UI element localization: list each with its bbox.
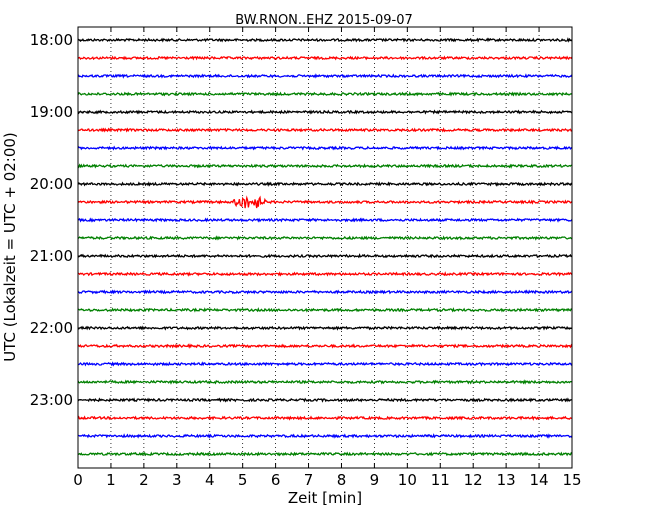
x-tick-label: 9 [370, 471, 380, 489]
seismic-trace [77, 195, 573, 209]
x-tick-label: 6 [271, 471, 281, 489]
y-axis-ticks: 18:00 19:00 20:00 21:00 22:00 23:00 [30, 31, 572, 409]
seismic-trace [77, 397, 572, 403]
y-axis-label: UTC (Lokalzeit = UTC + 02:00) [1, 132, 19, 362]
seismic-trace [78, 433, 573, 439]
x-axis-label: Zeit [min] [288, 489, 362, 507]
y-tick-label: 22:00 [30, 319, 73, 337]
seismic-trace [77, 289, 573, 295]
x-tick-label: 3 [172, 471, 182, 489]
x-tick-label: 14 [530, 471, 549, 489]
x-tick-label: 4 [205, 471, 215, 489]
seismic-trace [77, 91, 573, 97]
seismic-trace [77, 109, 573, 115]
x-tick-label: 1 [106, 471, 116, 489]
grid [110, 27, 540, 468]
y-tick-label: 23:00 [30, 391, 73, 409]
y-tick-label: 18:00 [30, 31, 73, 49]
seismic-trace [77, 361, 573, 367]
x-tick-label: 5 [238, 471, 248, 489]
seismic-trace [77, 163, 573, 169]
seismic-trace [77, 379, 573, 385]
seismic-trace [77, 307, 573, 313]
seismic-trace [77, 73, 573, 79]
y-tick-label: 21:00 [30, 247, 73, 265]
x-tick-label: 8 [337, 471, 347, 489]
x-tick-label: 12 [464, 471, 483, 489]
seismic-trace [77, 181, 573, 187]
x-tick-label: 2 [139, 471, 149, 489]
x-axis-ticks: 0 1 2 3 4 5 6 7 8 9 10 11 12 13 14 15 [73, 27, 582, 489]
x-tick-label: 11 [431, 471, 450, 489]
y-tick-label: 20:00 [30, 175, 73, 193]
x-tick-label: 7 [304, 471, 314, 489]
seismic-trace [77, 415, 573, 421]
x-tick-label: 13 [497, 471, 516, 489]
seismic-trace [77, 217, 573, 223]
seismic-trace [77, 253, 572, 259]
x-tick-label: 15 [562, 471, 581, 489]
x-tick-label: 10 [398, 471, 417, 489]
seismic-trace [77, 37, 573, 43]
x-tick-label: 0 [73, 471, 83, 489]
seismic-trace [78, 325, 573, 331]
seismic-trace [77, 235, 573, 241]
chart-title: BW.RNON..EHZ 2015-09-07 [235, 13, 413, 28]
traces [77, 37, 573, 457]
seismic-trace [77, 451, 573, 457]
seismic-trace [77, 271, 573, 277]
plot-frame [77, 26, 573, 469]
seismic-trace [77, 55, 573, 61]
y-tick-label: 19:00 [30, 103, 73, 121]
seismic-trace [77, 343, 573, 349]
seismic-trace [77, 145, 573, 151]
seismic-trace [77, 127, 573, 133]
